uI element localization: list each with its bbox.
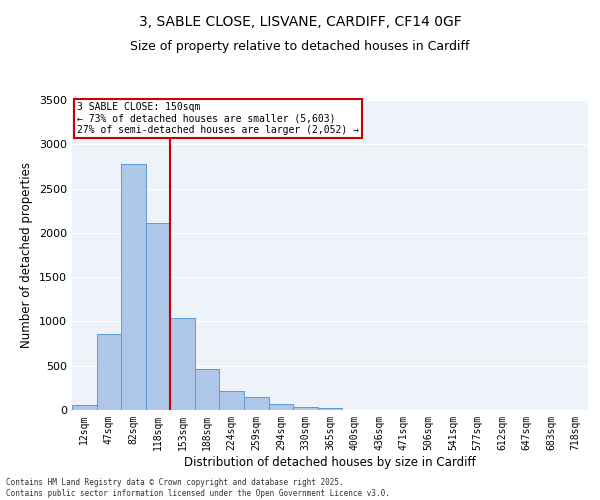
Bar bbox=[146, 223, 170, 410]
Bar bbox=[269, 404, 293, 410]
Text: 3 SABLE CLOSE: 150sqm
← 73% of detached houses are smaller (5,603)
27% of semi-d: 3 SABLE CLOSE: 150sqm ← 73% of detached … bbox=[77, 102, 359, 134]
Bar bbox=[170, 318, 195, 410]
Bar bbox=[244, 396, 269, 410]
Text: Size of property relative to detached houses in Cardiff: Size of property relative to detached ho… bbox=[130, 40, 470, 53]
Y-axis label: Number of detached properties: Number of detached properties bbox=[20, 162, 34, 348]
Text: Contains HM Land Registry data © Crown copyright and database right 2025.
Contai: Contains HM Land Registry data © Crown c… bbox=[6, 478, 390, 498]
Bar bbox=[72, 404, 97, 410]
Bar bbox=[195, 370, 220, 410]
Bar bbox=[220, 392, 244, 410]
Bar bbox=[97, 334, 121, 410]
Bar bbox=[293, 407, 318, 410]
X-axis label: Distribution of detached houses by size in Cardiff: Distribution of detached houses by size … bbox=[184, 456, 476, 468]
Bar bbox=[121, 164, 146, 410]
Text: 3, SABLE CLOSE, LISVANE, CARDIFF, CF14 0GF: 3, SABLE CLOSE, LISVANE, CARDIFF, CF14 0… bbox=[139, 15, 461, 29]
Bar bbox=[318, 408, 342, 410]
